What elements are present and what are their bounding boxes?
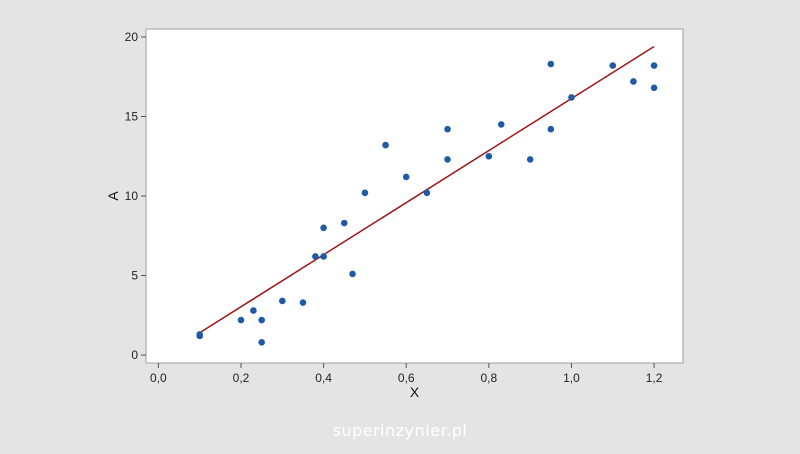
data-point bbox=[423, 189, 431, 197]
x-tick-label: 0,0 bbox=[150, 371, 167, 385]
y-axis-label: A bbox=[105, 191, 121, 201]
x-tick-label: 1,2 bbox=[646, 371, 663, 385]
data-point bbox=[237, 316, 245, 324]
x-axis-label: X bbox=[410, 384, 420, 400]
data-point bbox=[196, 332, 203, 340]
data-point bbox=[444, 125, 451, 133]
data-point bbox=[349, 270, 356, 278]
data-point bbox=[485, 152, 493, 160]
y-tick-label: 5 bbox=[131, 269, 138, 283]
data-point bbox=[526, 156, 534, 163]
data-point bbox=[650, 62, 658, 69]
x-tick-label: 0,8 bbox=[481, 371, 498, 385]
data-point bbox=[320, 253, 327, 260]
data-point bbox=[320, 224, 327, 232]
y-tick-label: 15 bbox=[125, 109, 139, 123]
data-point bbox=[630, 78, 637, 85]
data-point bbox=[568, 94, 575, 101]
x-tick-label: 1,0 bbox=[563, 371, 580, 385]
data-point bbox=[444, 156, 451, 163]
data-point bbox=[547, 125, 555, 133]
x-axis: 0,0 0,2 0,4 0,6 0,8 1,0 1,2 bbox=[150, 363, 663, 385]
data-point bbox=[299, 299, 307, 306]
data-point bbox=[312, 253, 319, 260]
data-point bbox=[258, 339, 265, 346]
data-point bbox=[609, 62, 617, 69]
x-tick-label: 0,2 bbox=[233, 371, 250, 385]
data-points bbox=[196, 60, 658, 346]
y-axis: 0 5 10 15 20 bbox=[125, 30, 146, 362]
x-tick-label: 0,6 bbox=[398, 371, 415, 385]
data-point bbox=[279, 297, 286, 305]
watermark-text: superinzynier.pl bbox=[332, 421, 468, 440]
y-tick-label: 10 bbox=[125, 189, 139, 203]
data-point bbox=[258, 316, 265, 324]
data-point bbox=[250, 307, 257, 314]
data-point bbox=[402, 173, 410, 181]
x-tick-label: 0,4 bbox=[315, 371, 332, 385]
data-point bbox=[340, 219, 348, 227]
data-point bbox=[650, 84, 658, 92]
data-point bbox=[361, 189, 369, 197]
data-point bbox=[547, 60, 555, 68]
data-point bbox=[497, 121, 505, 128]
y-tick-label: 20 bbox=[125, 30, 139, 44]
data-point bbox=[382, 141, 389, 149]
y-tick-label: 0 bbox=[131, 348, 138, 362]
